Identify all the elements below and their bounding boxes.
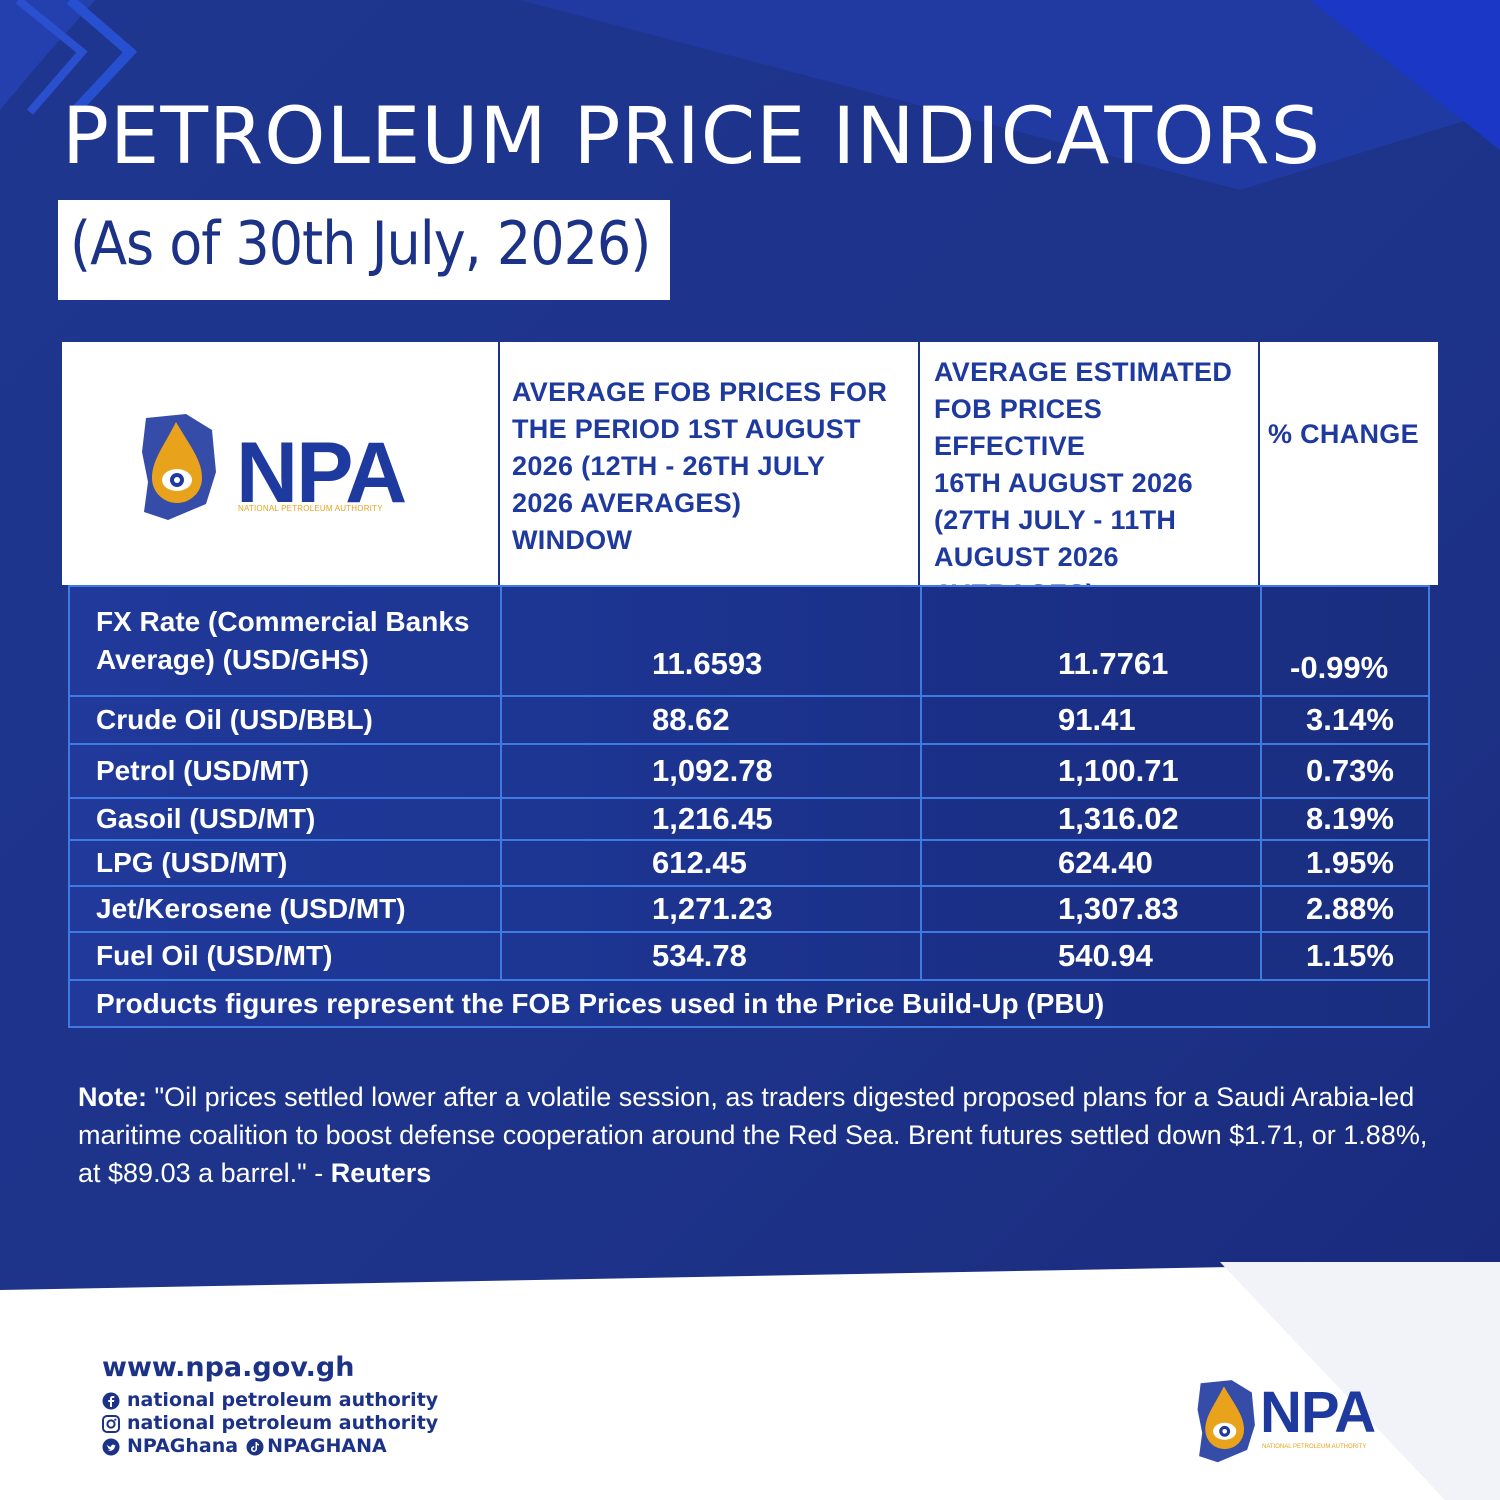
- percent-change: -0.99%: [1260, 587, 1428, 695]
- tiktok-icon: [246, 1438, 264, 1455]
- logo-cell: NPA NATIONAL PETROLEUM AUTHORITY: [62, 342, 498, 585]
- page-title: PETROLEUM PRICE INDICATORS: [62, 92, 1322, 182]
- table-row: Fuel Oil (USD/MT) 534.78 540.94 1.15%: [70, 933, 1428, 981]
- row-label: Petrol (USD/MT): [96, 755, 310, 786]
- website-link[interactable]: www.npa.gov.gh: [102, 1352, 355, 1383]
- current-value: 88.62: [500, 697, 920, 743]
- note-source: Reuters: [330, 1158, 432, 1188]
- percent-change: 3.14%: [1260, 697, 1428, 743]
- row-label: Fuel Oil (USD/MT): [96, 940, 333, 971]
- current-value: 1,092.78: [500, 745, 920, 797]
- current-value: 612.45: [500, 841, 920, 885]
- row-label: Crude Oil (USD/BBL): [96, 704, 373, 735]
- table-row: Crude Oil (USD/BBL) 88.62 91.41 3.14%: [70, 697, 1428, 745]
- column-header-change: % CHANGE: [1258, 342, 1438, 585]
- logo-subtitle: NATIONAL PETROLEUM AUTHORITY: [238, 504, 383, 513]
- row-label: Gasoil (USD/MT): [96, 803, 316, 834]
- column-header-text: AVERAGE ESTIMATED FOB PRICES EFFECTIVE 1…: [934, 357, 1233, 609]
- table-header: NPA NATIONAL PETROLEUM AUTHORITY AVERAGE…: [62, 342, 1438, 609]
- column-header-estimated: AVERAGE ESTIMATED FOB PRICES EFFECTIVE 1…: [918, 342, 1258, 609]
- current-value: 1,271.23: [500, 887, 920, 931]
- estimated-value: 624.40: [920, 841, 1260, 885]
- table-footnote-row: Products figures represent the FOB Price…: [70, 981, 1428, 1026]
- logo-subtitle: NATIONAL PETROLEUM AUTHORITY: [1262, 1444, 1367, 1450]
- twitter-icon: [102, 1438, 120, 1455]
- contact-info: www.npa.gov.gh national petroleum author…: [102, 1352, 438, 1458]
- social-row: NPAGhana NPAGHANA: [102, 1435, 438, 1458]
- instagram-icon: [102, 1414, 120, 1433]
- row-label: Jet/Kerosene (USD/MT): [96, 893, 406, 924]
- column-header-current: AVERAGE FOB PRICES FOR THE PERIOD 1ST AU…: [498, 342, 918, 585]
- table-footnote: Products figures represent the FOB Price…: [96, 987, 1105, 1019]
- date-label: (As of 30th July, 2026): [70, 209, 651, 279]
- tiktok-handle[interactable]: NPAGHANA: [267, 1435, 387, 1457]
- current-value: 11.6593: [500, 587, 920, 695]
- row-label: LPG (USD/MT): [96, 847, 288, 878]
- logo-wordmark: NPA: [236, 425, 407, 521]
- estimated-value: 1,316.02: [920, 799, 1260, 839]
- logo-wordmark: NPA: [1260, 1380, 1376, 1445]
- percent-change: 2.88%: [1260, 887, 1428, 931]
- estimated-value: 540.94: [920, 933, 1260, 979]
- table-row: FX Rate (Commercial Banks Average) (USD/…: [70, 587, 1428, 697]
- table-row: LPG (USD/MT) 612.45 624.40 1.95%: [70, 841, 1428, 887]
- table-body: FX Rate (Commercial Banks Average) (USD/…: [68, 585, 1430, 1028]
- facebook-link[interactable]: national petroleum authority: [102, 1389, 438, 1412]
- footer-logo: NPA NATIONAL PETROLEUM AUTHORITY: [1196, 1378, 1416, 1468]
- percent-change: 0.73%: [1260, 745, 1428, 797]
- row-label: FX Rate (Commercial Banks Average) (USD/…: [96, 606, 470, 675]
- column-header-text: AVERAGE FOB PRICES FOR THE PERIOD 1ST AU…: [512, 377, 888, 555]
- npa-logo-icon: [142, 414, 216, 520]
- current-value: 534.78: [500, 933, 920, 979]
- current-value: 1,216.45: [500, 799, 920, 839]
- table-row: Petrol (USD/MT) 1,092.78 1,100.71 0.73%: [70, 745, 1428, 799]
- estimated-value: 1,307.83: [920, 887, 1260, 931]
- instagram-handle: national petroleum authority: [127, 1412, 439, 1434]
- percent-change: 8.19%: [1260, 799, 1428, 839]
- facebook-icon: [102, 1392, 120, 1409]
- facebook-handle: national petroleum authority: [127, 1389, 439, 1411]
- note-text: "Oil prices settled lower after a volati…: [78, 1082, 1428, 1188]
- estimated-value: 1,100.71: [920, 745, 1260, 797]
- table-row: Jet/Kerosene (USD/MT) 1,271.23 1,307.83 …: [70, 887, 1428, 933]
- percent-change: 1.95%: [1260, 841, 1428, 885]
- twitter-handle[interactable]: NPAGhana: [127, 1435, 239, 1457]
- column-header-text: % CHANGE: [1268, 419, 1419, 449]
- npa-logo-icon: [1197, 1380, 1255, 1463]
- percent-change: 1.15%: [1260, 933, 1428, 979]
- estimated-value: 91.41: [920, 697, 1260, 743]
- instagram-link[interactable]: national petroleum authority: [102, 1412, 438, 1435]
- news-note: Note: "Oil prices settled lower after a …: [78, 1078, 1448, 1192]
- date-banner: (As of 30th July, 2026): [58, 200, 670, 300]
- estimated-value: 11.7761: [920, 587, 1260, 695]
- note-label: Note:: [78, 1082, 147, 1112]
- table-row: Gasoil (USD/MT) 1,216.45 1,316.02 8.19%: [70, 799, 1428, 841]
